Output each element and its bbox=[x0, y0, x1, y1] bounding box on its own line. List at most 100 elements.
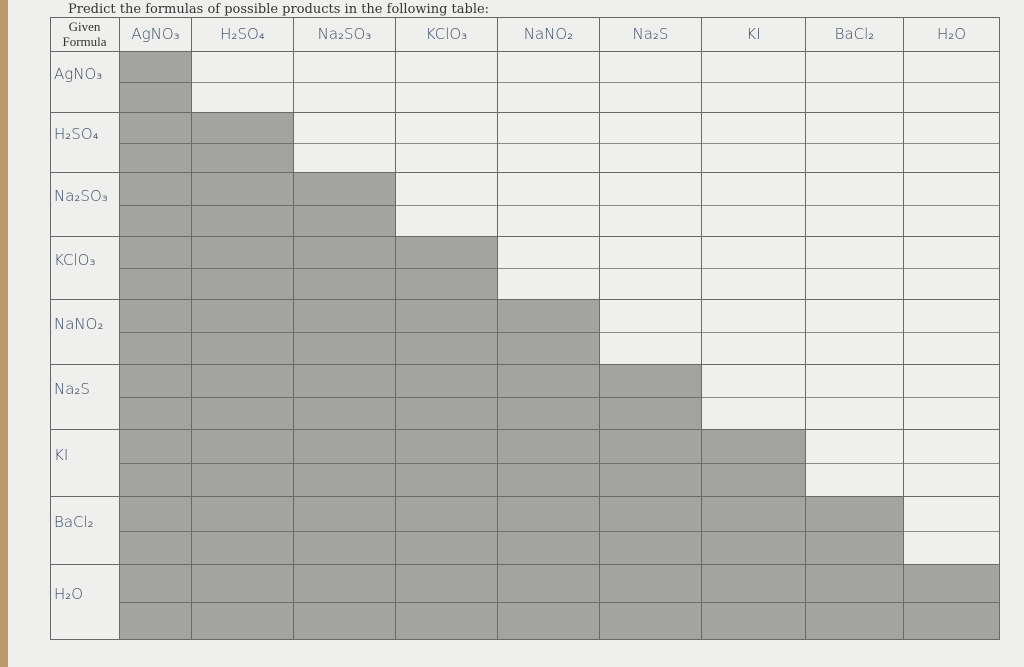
cell-divider bbox=[904, 397, 999, 398]
column-header: H₂O bbox=[904, 17, 1000, 52]
row-header: KI bbox=[50, 430, 120, 497]
answer-cell[interactable] bbox=[904, 52, 1000, 113]
cell-divider bbox=[294, 397, 395, 398]
shaded-cell bbox=[294, 430, 396, 497]
answer-cell[interactable] bbox=[294, 52, 396, 113]
cell-divider bbox=[120, 332, 191, 333]
row-label: KClO₃ bbox=[54, 250, 96, 269]
answer-cell[interactable] bbox=[396, 52, 498, 113]
row-label: Na₂S bbox=[54, 379, 90, 398]
shaded-cell bbox=[806, 497, 904, 565]
row-label: AgNO₃ bbox=[54, 64, 103, 83]
shaded-cell bbox=[396, 365, 498, 430]
row-header: H₂SO₄ bbox=[50, 113, 120, 173]
answer-cell[interactable] bbox=[702, 173, 806, 237]
answer-cell[interactable] bbox=[806, 173, 904, 237]
cell-divider bbox=[294, 530, 395, 532]
row-header: Na₂S bbox=[50, 365, 120, 430]
column-header: Na₂S bbox=[600, 17, 702, 52]
cell-divider bbox=[192, 602, 293, 603]
answer-cell[interactable] bbox=[702, 237, 806, 300]
instructions: Predict the formulas of possible product… bbox=[68, 2, 490, 17]
cell-divider bbox=[396, 142, 497, 144]
row-header: H₂O bbox=[50, 565, 120, 640]
answer-cell[interactable] bbox=[702, 52, 806, 113]
shaded-cell bbox=[904, 565, 1000, 640]
cell-divider bbox=[806, 530, 903, 532]
answer-cell[interactable] bbox=[806, 52, 904, 113]
answer-cell[interactable] bbox=[806, 365, 904, 430]
cell-divider bbox=[904, 602, 999, 603]
shaded-cell bbox=[294, 300, 396, 365]
cell-divider bbox=[806, 142, 903, 144]
cell-divider bbox=[498, 332, 599, 333]
shaded-cell bbox=[806, 565, 904, 640]
answer-cell[interactable] bbox=[498, 237, 600, 300]
cell-divider bbox=[702, 530, 805, 532]
shaded-cell bbox=[120, 173, 192, 237]
cell-divider bbox=[702, 602, 805, 603]
shaded-cell bbox=[294, 365, 396, 430]
cell-divider bbox=[498, 142, 599, 144]
answer-cell[interactable] bbox=[806, 300, 904, 365]
answer-cell[interactable] bbox=[600, 52, 702, 113]
answer-cell[interactable] bbox=[904, 365, 1000, 430]
answer-cell[interactable] bbox=[702, 300, 806, 365]
shaded-cell bbox=[120, 300, 192, 365]
cell-divider bbox=[904, 82, 999, 83]
given-formula-header: Given Formula bbox=[50, 17, 120, 52]
cell-divider bbox=[396, 463, 497, 464]
answer-cell[interactable] bbox=[600, 173, 702, 237]
cell-divider bbox=[600, 82, 701, 83]
shaded-cell bbox=[396, 430, 498, 497]
cell-divider bbox=[120, 268, 191, 269]
answer-cell[interactable] bbox=[600, 113, 702, 173]
answer-cell[interactable] bbox=[702, 365, 806, 430]
cell-divider bbox=[600, 332, 701, 333]
cell-divider bbox=[806, 463, 903, 464]
shaded-cell bbox=[294, 237, 396, 300]
answer-cell[interactable] bbox=[806, 237, 904, 300]
cell-divider bbox=[600, 268, 701, 269]
cell-divider bbox=[806, 332, 903, 333]
answer-cell[interactable] bbox=[806, 113, 904, 173]
answer-cell[interactable] bbox=[396, 113, 498, 173]
cell-divider bbox=[702, 82, 805, 83]
column-header: AgNO₃ bbox=[120, 17, 192, 52]
row-header: BaCl₂ bbox=[50, 497, 120, 565]
answer-cell[interactable] bbox=[904, 237, 1000, 300]
cell-divider bbox=[192, 204, 293, 206]
answer-cell[interactable] bbox=[498, 173, 600, 237]
cell-divider bbox=[600, 530, 701, 532]
cell-divider bbox=[702, 397, 805, 398]
shaded-cell bbox=[192, 497, 294, 565]
answer-cell[interactable] bbox=[192, 52, 294, 113]
shaded-cell bbox=[396, 237, 498, 300]
cell-divider bbox=[192, 530, 293, 532]
row-header: AgNO₃ bbox=[50, 52, 120, 113]
answer-cell[interactable] bbox=[498, 113, 600, 173]
cell-divider bbox=[498, 397, 599, 398]
answer-cell[interactable] bbox=[600, 237, 702, 300]
row-header: KClO₃ bbox=[50, 237, 120, 300]
answer-cell[interactable] bbox=[904, 113, 1000, 173]
answer-cell[interactable] bbox=[396, 173, 498, 237]
shaded-cell bbox=[498, 430, 600, 497]
shaded-cell bbox=[498, 365, 600, 430]
answer-cell[interactable] bbox=[904, 173, 1000, 237]
answer-cell[interactable] bbox=[600, 300, 702, 365]
answer-cell[interactable] bbox=[904, 497, 1000, 565]
row-label: KI bbox=[54, 445, 69, 464]
answer-cell[interactable] bbox=[904, 430, 1000, 497]
shaded-cell bbox=[120, 52, 192, 113]
cell-divider bbox=[294, 463, 395, 464]
answer-cell[interactable] bbox=[904, 300, 1000, 365]
answer-cell[interactable] bbox=[806, 430, 904, 497]
shaded-cell bbox=[600, 365, 702, 430]
cell-divider bbox=[904, 204, 999, 206]
shaded-cell bbox=[702, 565, 806, 640]
answer-cell[interactable] bbox=[498, 52, 600, 113]
table-border bbox=[50, 17, 1000, 640]
answer-cell[interactable] bbox=[702, 113, 806, 173]
answer-cell[interactable] bbox=[294, 113, 396, 173]
